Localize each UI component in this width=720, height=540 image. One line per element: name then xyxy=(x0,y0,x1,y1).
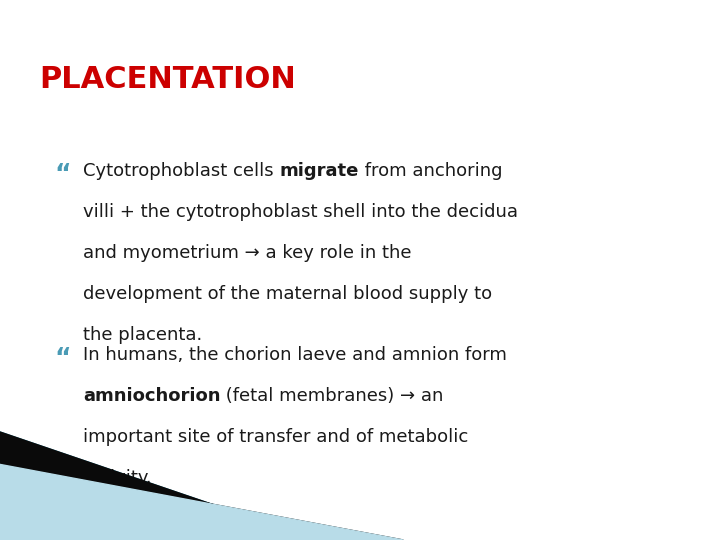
Text: Cytotrophoblast cells: Cytotrophoblast cells xyxy=(83,162,279,180)
Text: (fetal membranes) → an: (fetal membranes) → an xyxy=(220,387,444,404)
Text: activity.: activity. xyxy=(83,469,153,487)
Text: villi + the cytotrophoblast shell into the decidua: villi + the cytotrophoblast shell into t… xyxy=(83,203,518,221)
Text: “: “ xyxy=(54,346,71,369)
Polygon shape xyxy=(0,432,403,540)
Polygon shape xyxy=(0,432,317,540)
Text: and myometrium → a key role in the: and myometrium → a key role in the xyxy=(83,244,411,262)
Text: from anchoring: from anchoring xyxy=(359,162,502,180)
Text: PLACENTATION: PLACENTATION xyxy=(40,65,297,94)
Text: migrate: migrate xyxy=(279,162,359,180)
Text: important site of transfer and of metabolic: important site of transfer and of metabo… xyxy=(83,428,468,445)
Text: development of the maternal blood supply to: development of the maternal blood supply… xyxy=(83,285,492,303)
Text: “: “ xyxy=(54,162,71,186)
Text: In humans, the chorion laeve and amnion form: In humans, the chorion laeve and amnion … xyxy=(83,346,507,363)
Text: amniochorion: amniochorion xyxy=(83,387,220,404)
Polygon shape xyxy=(0,464,403,540)
Text: the placenta.: the placenta. xyxy=(83,326,202,344)
